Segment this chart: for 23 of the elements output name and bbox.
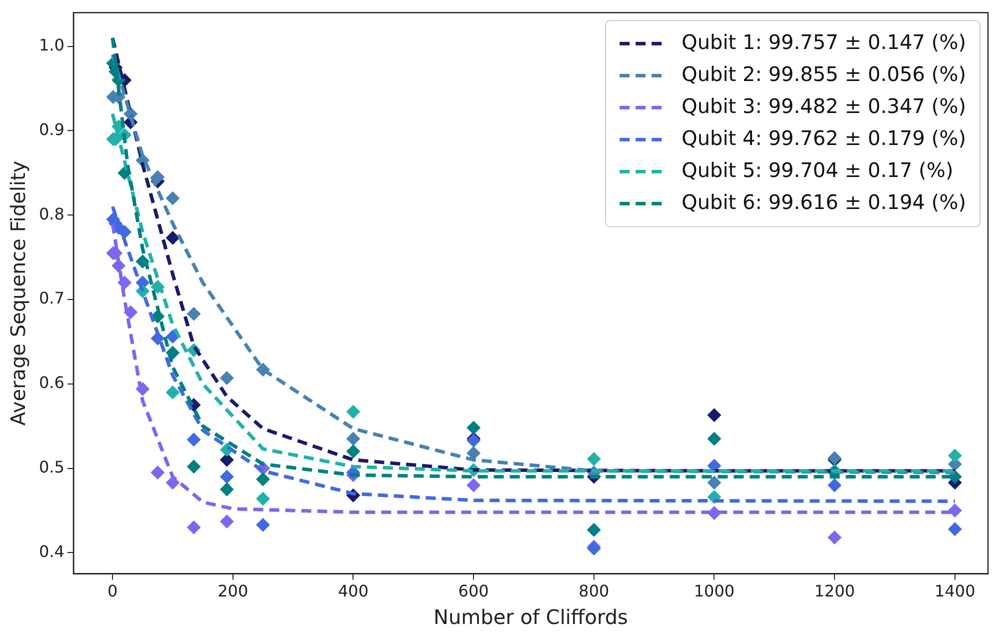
x-tick-label: 600 — [458, 582, 489, 601]
x-tick-label: 1000 — [694, 582, 735, 601]
legend-label: Qubit 4: 99.762 ± 0.179 (%) — [682, 126, 966, 150]
y-tick-label: 0.7 — [38, 288, 64, 308]
legend-label: Qubit 3: 99.482 ± 0.347 (%) — [682, 94, 966, 118]
x-tick-label: 1200 — [814, 582, 855, 601]
legend-label: Qubit 2: 99.855 ± 0.056 (%) — [682, 62, 966, 86]
legend-label: Qubit 5: 99.704 ± 0.17 (%) — [682, 158, 954, 182]
y-tick-label: 0.4 — [38, 542, 64, 561]
x-axis-title: Number of Cliffords — [434, 605, 628, 630]
x-tick-label: 200 — [218, 582, 248, 601]
x-tick-label: 1400 — [934, 582, 976, 601]
y-tick-label: 0.6 — [38, 373, 64, 392]
y-tick-label: 0.5 — [38, 457, 64, 476]
x-tick-label: 400 — [338, 582, 368, 601]
y-tick-label: 0.9 — [38, 120, 64, 139]
y-tick-label: 0.8 — [38, 204, 64, 224]
legend-label: Qubit 6: 99.616 ± 0.194 (%) — [682, 190, 966, 214]
x-tick-label: 800 — [578, 582, 610, 601]
y-tick-label: 1.0 — [38, 36, 64, 55]
legend-label: Qubit 1: 99.757 ± 0.147 (%) — [682, 30, 966, 54]
y-axis-title: Average Sequence Fidelity — [6, 160, 30, 426]
x-tick-label: 0 — [107, 582, 118, 601]
